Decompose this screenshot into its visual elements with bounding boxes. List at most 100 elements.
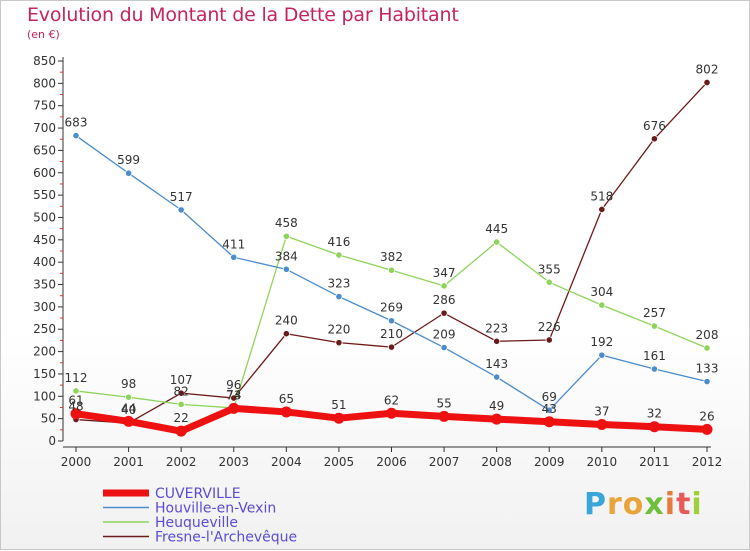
- data-point-houville-en-vexin: [545, 406, 553, 414]
- logo-letter: t: [676, 487, 692, 522]
- data-point-fresne-l-archev-que: [598, 205, 606, 214]
- data-point-houville-en-vexin: [387, 317, 396, 325]
- data-label-cuverville: 22: [174, 411, 189, 425]
- data-label-heuqueville: 98: [121, 377, 136, 391]
- x-tick-label: 2010: [587, 455, 618, 469]
- legend-label-cuverville: CUVERVILLE: [155, 486, 241, 502]
- data-point-heuqueville: [282, 232, 290, 240]
- data-point-cuverville: [491, 413, 503, 425]
- data-label-heuqueville: 74: [226, 388, 241, 402]
- data-label-houville-en-vexin: 161: [643, 349, 666, 363]
- data-label-houville-en-vexin: 192: [590, 335, 613, 349]
- data-point-fresne-l-archev-que: [703, 78, 711, 87]
- data-label-fresne-l-archev-que: 220: [327, 323, 350, 337]
- data-point-fresne-l-archev-que: [282, 330, 290, 338]
- data-label-heuqueville: 355: [538, 262, 561, 276]
- data-label-fresne-l-archev-que: 802: [696, 62, 719, 76]
- y-tick-label: 800: [33, 76, 56, 90]
- y-tick-label: 250: [33, 322, 56, 336]
- data-point-cuverville: [596, 418, 608, 430]
- data-label-cuverville: 44: [121, 401, 136, 415]
- data-label-cuverville: 55: [436, 396, 451, 410]
- data-point-houville-en-vexin: [703, 377, 711, 386]
- data-point-heuqueville: [335, 251, 343, 259]
- x-tick-label: 2001: [113, 455, 144, 469]
- data-point-heuqueville: [703, 344, 711, 352]
- data-point-heuqueville: [124, 393, 133, 401]
- data-point-heuqueville: [72, 387, 80, 395]
- x-tick-label: 2008: [481, 455, 512, 469]
- data-point-heuqueville: [650, 322, 659, 330]
- data-label-fresne-l-archev-que: 40: [121, 403, 136, 417]
- data-label-cuverville: 37: [594, 404, 609, 418]
- y-tick-label: 150: [33, 367, 56, 381]
- x-tick-label: 2003: [218, 455, 249, 469]
- y-tick-label: 600: [33, 166, 56, 180]
- data-point-cuverville: [123, 415, 135, 427]
- data-point-houville-en-vexin: [124, 169, 133, 177]
- x-tick-label: 2002: [166, 455, 197, 469]
- data-point-cuverville: [386, 407, 397, 419]
- y-tick-label: 700: [33, 121, 56, 135]
- data-label-heuqueville: 82: [174, 384, 189, 398]
- y-tick-label: 450: [33, 233, 56, 247]
- data-point-cuverville: [228, 402, 240, 414]
- data-label-heuqueville: 347: [433, 266, 456, 280]
- data-label-heuqueville: 304: [590, 285, 613, 299]
- data-label-houville-en-vexin: 411: [222, 237, 245, 251]
- data-label-houville-en-vexin: 323: [327, 277, 350, 291]
- logo-letter: o: [622, 487, 645, 522]
- data-label-houville-en-vexin: 69: [542, 390, 557, 404]
- x-tick-label: 2009: [534, 455, 565, 469]
- y-tick-label: 50: [41, 412, 56, 426]
- y-tick-label: 550: [33, 188, 56, 202]
- y-tick-label: 300: [33, 300, 56, 314]
- data-label-cuverville: 73: [226, 388, 241, 402]
- data-label-fresne-l-archev-que: 96: [226, 378, 241, 392]
- data-label-cuverville: 51: [331, 398, 346, 412]
- data-label-fresne-l-archev-que: 48: [68, 400, 83, 414]
- series-points: [70, 78, 713, 437]
- logo-letter: P: [584, 487, 607, 522]
- data-label-heuqueville: 112: [65, 371, 88, 385]
- data-label-cuverville: 65: [279, 392, 294, 406]
- y-tick-label: 850: [33, 54, 56, 68]
- legend: CUVERVILLEHouville-en-VexinHeuquevilleFr…: [103, 486, 297, 546]
- data-label-houville-en-vexin: 384: [275, 249, 298, 263]
- data-point-cuverville: [333, 412, 345, 424]
- data-label-cuverville: 26: [699, 409, 714, 423]
- y-tick-label: 650: [33, 143, 56, 157]
- data-label-fresne-l-archev-que: 286: [433, 293, 456, 307]
- data-label-houville-en-vexin: 143: [485, 357, 508, 371]
- data-label-cuverville: 32: [647, 407, 662, 421]
- data-point-heuqueville: [598, 301, 606, 309]
- data-label-houville-en-vexin: 269: [380, 301, 403, 315]
- data-point-houville-en-vexin: [440, 343, 448, 352]
- data-label-fresne-l-archev-que: 107: [170, 373, 193, 387]
- data-point-fresne-l-archev-que: [650, 135, 659, 143]
- data-point-houville-en-vexin: [650, 365, 659, 373]
- data-label-cuverville: 43: [542, 402, 557, 416]
- data-label-heuqueville: 445: [485, 222, 508, 236]
- data-point-fresne-l-archev-que: [335, 339, 343, 347]
- data-label-houville-en-vexin: 517: [170, 190, 193, 204]
- y-tick-label: 350: [33, 278, 56, 292]
- data-point-heuqueville: [493, 238, 501, 246]
- data-point-fresne-l-archev-que: [493, 337, 501, 345]
- data-label-heuqueville: 257: [643, 306, 666, 320]
- data-label-fresne-l-archev-que: 518: [590, 189, 613, 203]
- data-point-heuqueville: [545, 278, 553, 286]
- data-label-fresne-l-archev-que: 226: [538, 320, 561, 334]
- data-point-cuverville: [280, 406, 292, 418]
- data-label-heuqueville: 382: [380, 250, 403, 264]
- legend-label-houville-en-vexin: Houville-en-Vexin: [155, 501, 276, 517]
- data-point-cuverville: [175, 425, 187, 437]
- data-point-houville-en-vexin: [598, 351, 606, 359]
- data-label-houville-en-vexin: 209: [433, 328, 456, 342]
- data-label-cuverville: 61: [68, 394, 83, 408]
- data-point-fresne-l-archev-que: [177, 389, 185, 397]
- y-tick-label: 400: [33, 255, 56, 269]
